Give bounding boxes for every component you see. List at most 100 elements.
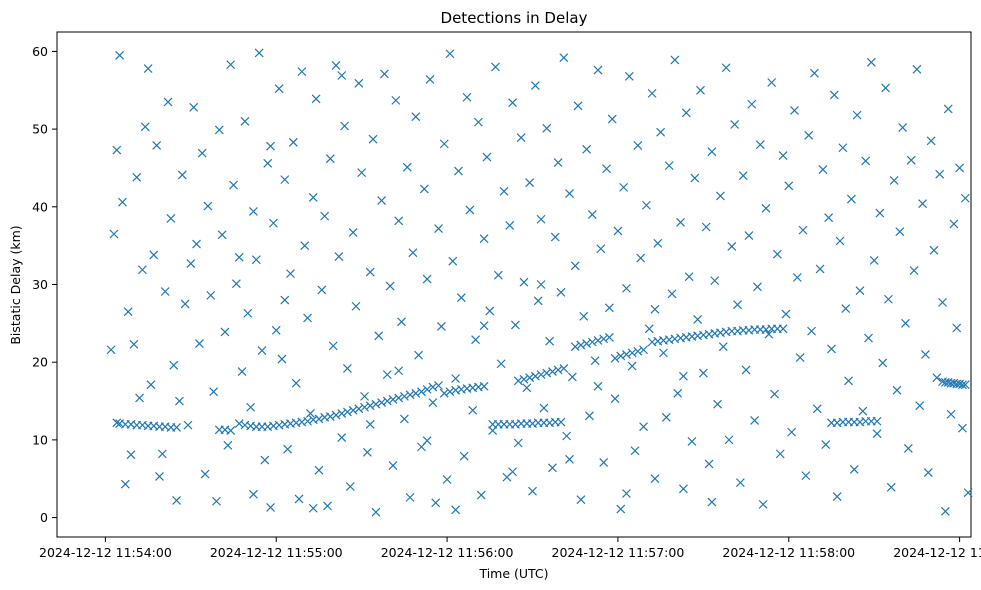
data-point xyxy=(172,423,182,432)
data-point xyxy=(872,416,882,426)
data-point xyxy=(741,365,751,375)
data-point xyxy=(536,214,546,224)
data-point xyxy=(377,196,387,206)
data-point xyxy=(693,315,703,324)
data-point xyxy=(351,301,361,311)
data-point xyxy=(958,423,967,433)
data-point xyxy=(767,78,777,87)
data-point xyxy=(716,191,725,201)
data-point xyxy=(892,385,902,395)
data-point xyxy=(135,393,144,403)
data-point xyxy=(465,205,475,215)
data-point xyxy=(869,255,879,265)
data-point xyxy=(787,427,797,437)
data-point xyxy=(633,141,643,150)
data-point xyxy=(214,125,224,135)
data-point xyxy=(411,388,421,398)
data-point xyxy=(491,62,500,72)
data-point xyxy=(610,353,620,363)
data-point xyxy=(414,350,424,360)
x-tick-label: 2024-12-12 11:54:00 xyxy=(39,545,172,560)
data-point xyxy=(417,387,426,397)
data-point xyxy=(277,354,287,364)
data-point xyxy=(471,335,480,345)
data-point xyxy=(246,402,256,412)
data-point xyxy=(585,411,594,421)
data-point xyxy=(496,359,506,369)
data-point xyxy=(815,264,825,274)
y-tick-label: 0 xyxy=(40,510,48,525)
data-point xyxy=(291,378,301,388)
data-point xyxy=(644,324,654,334)
data-point xyxy=(641,200,651,210)
data-point xyxy=(112,145,122,155)
data-point xyxy=(525,178,535,188)
data-point xyxy=(137,265,147,275)
data-point xyxy=(909,266,919,275)
data-point xyxy=(203,201,213,211)
data-point xyxy=(149,250,159,260)
data-point xyxy=(698,368,708,378)
data-point xyxy=(610,394,620,404)
data-point xyxy=(548,463,557,473)
data-point xyxy=(129,339,139,349)
data-point xyxy=(622,283,631,293)
data-point xyxy=(237,367,247,376)
data-point xyxy=(958,380,967,390)
y-tick-label: 50 xyxy=(32,122,48,137)
data-point xyxy=(519,277,529,287)
data-point xyxy=(331,60,341,70)
data-point xyxy=(678,484,688,494)
data-point xyxy=(229,180,238,190)
data-point xyxy=(422,274,432,284)
data-point xyxy=(570,261,580,271)
data-point xyxy=(556,287,566,297)
data-point xyxy=(391,95,401,105)
data-point xyxy=(177,170,187,180)
data-point xyxy=(146,380,156,390)
data-point xyxy=(397,317,406,327)
data-point xyxy=(456,293,466,303)
data-point xyxy=(884,294,893,304)
data-point xyxy=(678,371,688,381)
data-point xyxy=(152,141,162,150)
data-point xyxy=(325,412,335,422)
data-point xyxy=(604,332,614,342)
data-point xyxy=(431,498,441,508)
data-point xyxy=(405,492,415,502)
data-point xyxy=(750,416,760,425)
data-point xyxy=(226,60,236,70)
data-point xyxy=(772,249,782,259)
data-point xyxy=(257,346,267,355)
data-point xyxy=(325,154,335,164)
data-point xyxy=(303,313,312,323)
x-axis-label: Time (UTC) xyxy=(478,566,548,581)
data-point xyxy=(331,410,341,420)
data-point xyxy=(935,169,945,179)
data-point xyxy=(627,361,637,371)
data-point xyxy=(473,117,483,127)
data-point xyxy=(607,114,617,124)
data-point xyxy=(280,175,290,185)
x-tick-label: 2024-12-12 11:59:00 xyxy=(893,545,981,560)
data-point xyxy=(849,464,859,474)
data-point xyxy=(482,152,492,162)
data-point xyxy=(454,166,463,176)
data-point xyxy=(112,418,122,428)
data-point xyxy=(525,373,535,383)
data-point xyxy=(263,158,273,168)
data-point xyxy=(730,120,740,129)
data-point xyxy=(311,94,321,104)
data-point xyxy=(323,501,332,511)
data-point xyxy=(172,496,182,505)
data-point xyxy=(889,175,899,185)
data-point xyxy=(234,252,244,262)
data-point xyxy=(639,345,648,355)
data-point xyxy=(946,409,956,419)
data-point xyxy=(747,99,757,109)
data-point xyxy=(761,203,771,213)
data-point xyxy=(604,303,614,313)
data-point xyxy=(633,346,643,356)
data-point xyxy=(451,374,461,383)
data-point xyxy=(744,231,754,240)
